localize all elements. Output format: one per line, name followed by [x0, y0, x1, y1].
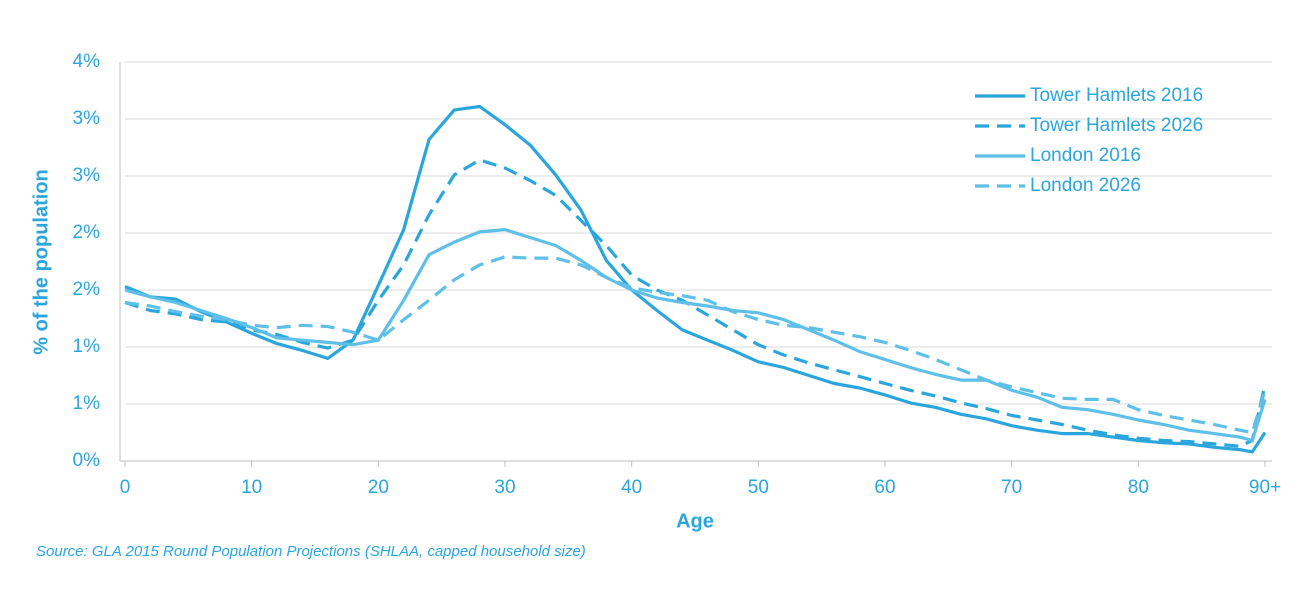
y-tick-label: 2%: [73, 279, 101, 300]
series-line: [124, 255, 1267, 435]
x-tick-label: 10: [241, 477, 262, 498]
x-tick-label: 60: [874, 477, 895, 498]
x-tick-label: 80: [1128, 477, 1149, 498]
legend-label: London 2016: [1030, 145, 1141, 166]
x-tick-label: 50: [748, 477, 769, 498]
legend-label: Tower Hamlets 2016: [1030, 85, 1203, 106]
x-tick-label: 0: [120, 477, 131, 498]
x-tick-label: 20: [368, 477, 389, 498]
x-tick-label: 30: [494, 477, 515, 498]
y-tick-label: 4%: [73, 51, 101, 72]
y-tick-label: 2%: [73, 222, 101, 243]
x-tick-label: 90+: [1249, 477, 1281, 498]
series-line: [124, 104, 1267, 454]
legend-label: London 2026: [1030, 175, 1141, 196]
y-axis-label: % of the population: [30, 169, 52, 355]
x-tick-label: 40: [621, 477, 642, 498]
y-tick-label: 0%: [73, 450, 101, 471]
y-tick-label: 3%: [73, 108, 101, 129]
x-axis-label: Age: [676, 510, 714, 532]
y-tick-label: 1%: [73, 393, 101, 414]
y-tick-label: 3%: [73, 165, 101, 186]
source-note: Source: GLA 2015 Round Population Projec…: [36, 543, 586, 560]
series-line: [124, 228, 1267, 443]
series-line: [124, 158, 1267, 448]
x-tick-label: 70: [1001, 477, 1022, 498]
y-tick-label: 1%: [73, 336, 101, 357]
legend-label: Tower Hamlets 2026: [1030, 115, 1203, 136]
